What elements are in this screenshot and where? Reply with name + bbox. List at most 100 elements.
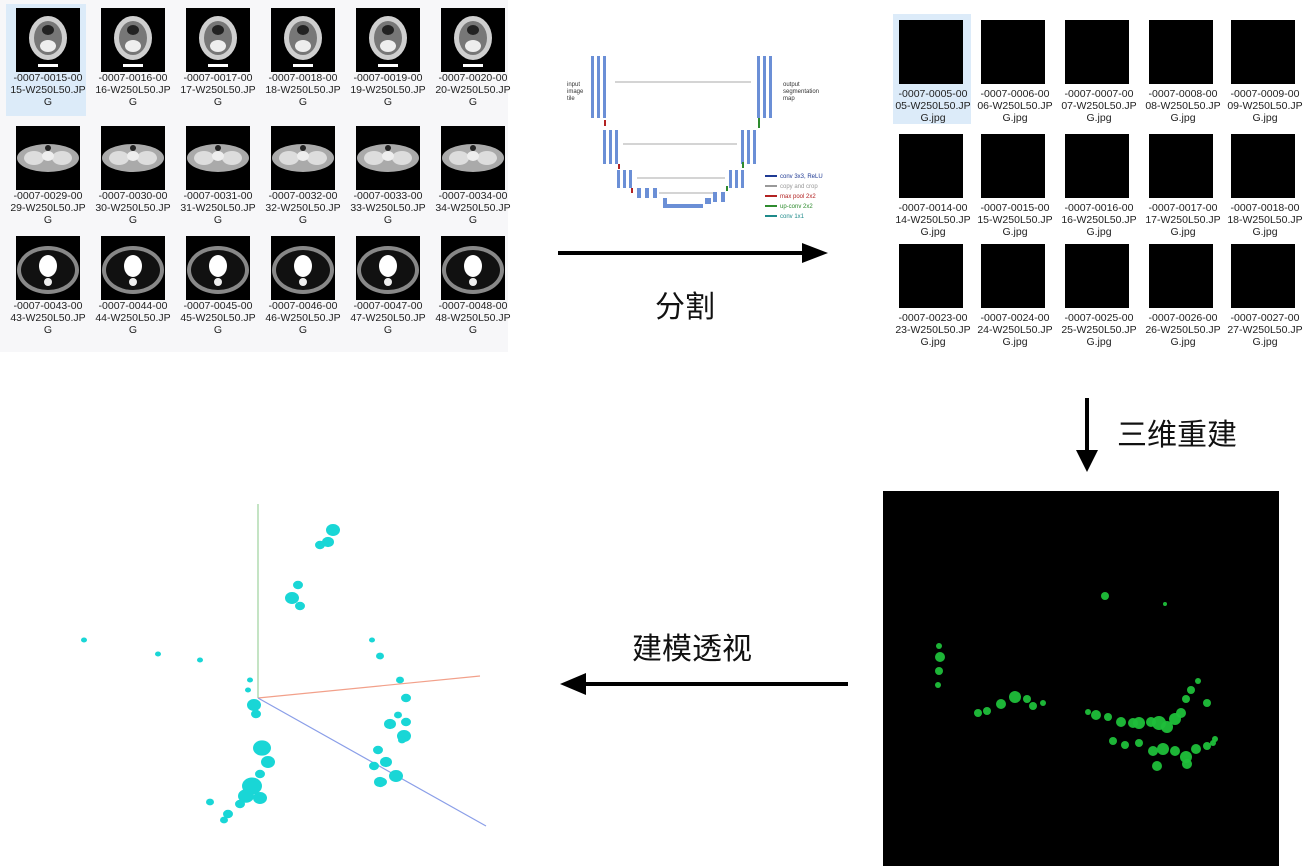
- segmentation-mask-image: [1231, 134, 1295, 198]
- ct-slice-filename: -0007-0043-00 43-W250L50.JP G: [10, 300, 86, 336]
- reconstruction-render: [883, 491, 1279, 866]
- render-label: 建模透视: [632, 632, 752, 667]
- mask-slice-thumbnail[interactable]: -0007-0017-00 17-W250L50.JP G.jpg: [1143, 128, 1221, 238]
- nodule-dot: [398, 736, 406, 744]
- ct-slice-thumbnail[interactable]: -0007-0047-00 47-W250L50.JP G: [346, 232, 426, 344]
- ct-slice-thumbnail[interactable]: -0007-0043-00 43-W250L50.JP G: [6, 232, 86, 344]
- ct-slice-thumbnail[interactable]: -0007-0031-00 31-W250L50.JP G: [176, 122, 256, 234]
- ct-scan-image: [271, 236, 335, 300]
- nodule-dot: [1163, 602, 1167, 606]
- segmentation-mask-image: [1065, 134, 1129, 198]
- mask-slice-thumbnail[interactable]: -0007-0009-00 09-W250L50.JP G.jpg: [1225, 14, 1303, 124]
- mask-slice-thumbnail[interactable]: -0007-0007-00 07-W250L50.JP G.jpg: [1059, 14, 1137, 124]
- nodule-dot: [376, 652, 384, 660]
- unet-legend: conv 3x3, ReLU copy and crop max pool 2x2 u…: [765, 174, 823, 220]
- nodule-dot: [326, 524, 340, 536]
- ct-slice-filename: -0007-0020-00 20-W250L50.JP G: [435, 72, 511, 108]
- segmentation-mask-image: [981, 134, 1045, 198]
- nodule-dot: [935, 652, 945, 662]
- ct-slice-thumbnail[interactable]: -0007-0016-00 16-W250L50.JP G: [91, 4, 171, 116]
- mask-slice-filename: -0007-0008-00 08-W250L50.JP G.jpg: [1145, 88, 1221, 124]
- nodule-cluster-cyan: [81, 524, 411, 824]
- ct-slice-thumbnail[interactable]: -0007-0018-00 18-W250L50.JP G: [261, 4, 341, 116]
- ct-scan-image: [271, 8, 335, 72]
- mask-slice-thumbnail[interactable]: -0007-0008-00 08-W250L50.JP G.jpg: [1143, 14, 1221, 124]
- mask-slice-thumbnail[interactable]: -0007-0015-00 15-W250L50.JP G.jpg: [975, 128, 1053, 238]
- reconstruct-arrow: [1076, 398, 1098, 472]
- nodule-dot: [1191, 744, 1201, 754]
- ct-slice-thumbnail[interactable]: -0007-0048-00 48-W250L50.JP G: [431, 232, 511, 344]
- render-arrow: [560, 673, 848, 695]
- legend-label: max pool 2x2: [780, 194, 816, 200]
- ct-scan-image: [356, 126, 420, 190]
- nodule-dot: [1109, 737, 1117, 745]
- ct-slice-thumbnail[interactable]: -0007-0015-00 15-W250L50.JP G: [6, 4, 86, 116]
- ct-slice-thumbnail[interactable]: -0007-0030-00 30-W250L50.JP G: [91, 122, 171, 234]
- ct-slice-thumbnail[interactable]: -0007-0020-00 20-W250L50.JP G: [431, 4, 511, 116]
- nodule-dot: [936, 643, 942, 649]
- nodule-dot: [1157, 743, 1169, 755]
- nodule-dot: [295, 601, 305, 611]
- mask-slice-grid: -0007-0005-00 05-W250L50.JP G.jpg -0007-0…: [893, 14, 1304, 348]
- segmentation-mask-image: [1231, 244, 1295, 308]
- ct-slice-thumbnail[interactable]: -0007-0033-00 33-W250L50.JP G: [346, 122, 426, 234]
- ct-slice-filename: -0007-0030-00 30-W250L50.JP G: [95, 190, 171, 226]
- nodule-dot: [1176, 708, 1186, 718]
- ct-scan-image: [186, 236, 250, 300]
- ct-slice-thumbnail[interactable]: -0007-0034-00 34-W250L50.JP G: [431, 122, 511, 234]
- nodule-dot: [974, 709, 982, 717]
- mask-slice-filename: -0007-0027-00 27-W250L50.JP G.jpg: [1227, 312, 1303, 348]
- unet-blocks: [591, 56, 772, 208]
- nodule-dot: [155, 651, 161, 657]
- nodule-dot: [1187, 686, 1195, 694]
- mask-slice-thumbnail[interactable]: -0007-0005-00 05-W250L50.JP G.jpg: [893, 14, 971, 124]
- nodule-dot: [255, 769, 265, 779]
- mask-slice-thumbnail[interactable]: -0007-0026-00 26-W250L50.JP G.jpg: [1143, 238, 1221, 348]
- ct-slice-thumbnail[interactable]: -0007-0045-00 45-W250L50.JP G: [176, 232, 256, 344]
- ct-slice-thumbnail[interactable]: -0007-0032-00 32-W250L50.JP G: [261, 122, 341, 234]
- ct-slice-grid: -0007-0015-00 15-W250L50.JP G -0007-0016-…: [0, 0, 511, 352]
- nodule-dot: [261, 756, 275, 768]
- nodule-dot: [394, 711, 402, 719]
- nodule-dot: [315, 540, 325, 550]
- mask-slice-filename: -0007-0006-00 06-W250L50.JP G.jpg: [977, 88, 1053, 124]
- nodule-dot: [247, 699, 261, 711]
- nodule-dot: [401, 693, 411, 703]
- mask-slice-thumbnail[interactable]: -0007-0023-00 23-W250L50.JP G.jpg: [893, 238, 971, 348]
- nodule-dot: [935, 667, 943, 675]
- mask-slice-filename: -0007-0018-00 18-W250L50.JP G.jpg: [1227, 202, 1303, 238]
- mask-slice-thumbnail[interactable]: -0007-0018-00 18-W250L50.JP G.jpg: [1225, 128, 1303, 238]
- ct-scan-image: [186, 8, 250, 72]
- axis-z: [257, 697, 487, 827]
- segmentation-mask-image: [1149, 20, 1213, 84]
- nodule-dot: [1133, 717, 1145, 729]
- ct-slice-thumbnail[interactable]: -0007-0044-00 44-W250L50.JP G: [91, 232, 171, 344]
- mask-slice-thumbnail[interactable]: -0007-0006-00 06-W250L50.JP G.jpg: [975, 14, 1053, 124]
- nodule-dot: [1182, 759, 1192, 769]
- nodule-dot: [322, 536, 334, 548]
- nodule-dot: [384, 718, 396, 730]
- mask-slice-thumbnail[interactable]: -0007-0025-00 25-W250L50.JP G.jpg: [1059, 238, 1137, 348]
- mask-slice-thumbnail[interactable]: -0007-0027-00 27-W250L50.JP G.jpg: [1225, 238, 1303, 348]
- ct-slice-thumbnail[interactable]: -0007-0017-00 17-W250L50.JP G: [176, 4, 256, 116]
- nodule-dot: [1203, 699, 1211, 707]
- ct-slice-thumbnail[interactable]: -0007-0046-00 46-W250L50.JP G: [261, 232, 341, 344]
- unet-copy-arrows: [615, 81, 751, 194]
- nodule-dot: [1152, 761, 1162, 771]
- nodule-dot: [293, 580, 303, 590]
- ct-slice-filename: -0007-0029-00 29-W250L50.JP G: [10, 190, 86, 226]
- mask-slice-thumbnail[interactable]: -0007-0016-00 16-W250L50.JP G.jpg: [1059, 128, 1137, 238]
- nodule-dot: [1135, 739, 1143, 747]
- nodule-dot: [1085, 709, 1091, 715]
- ct-slice-thumbnail[interactable]: -0007-0019-00 19-W250L50.JP G: [346, 4, 426, 116]
- nodule-dot: [238, 789, 254, 803]
- mask-slice-filename: -0007-0017-00 17-W250L50.JP G.jpg: [1145, 202, 1221, 238]
- mask-slice-thumbnail[interactable]: -0007-0014-00 14-W250L50.JP G.jpg: [893, 128, 971, 238]
- mask-slice-thumbnail[interactable]: -0007-0024-00 24-W250L50.JP G.jpg: [975, 238, 1053, 348]
- segmentation-mask-image: [899, 20, 963, 84]
- ct-slice-filename: -0007-0048-00 48-W250L50.JP G: [435, 300, 511, 336]
- nodule-dot: [1029, 702, 1037, 710]
- ct-slice-thumbnail[interactable]: -0007-0029-00 29-W250L50.JP G: [6, 122, 86, 234]
